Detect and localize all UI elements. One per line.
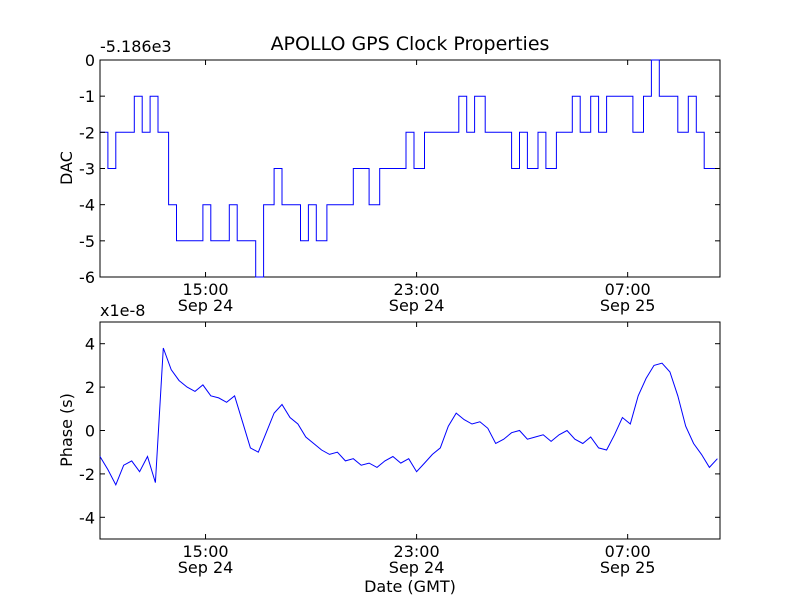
dac-xtick-time-label: 23:00 <box>394 280 440 299</box>
phase-xtick-date-label: Sep 25 <box>600 558 656 577</box>
phase-xtick-time-label: 07:00 <box>605 542 651 561</box>
phase-ytick-label: 2 <box>85 378 95 397</box>
dac-ytick-label: -5 <box>79 232 95 251</box>
dac-ytick-label: -4 <box>79 196 95 215</box>
dac-xtick-time-label: 07:00 <box>605 280 651 299</box>
phase-xtick-date-label: Sep 24 <box>178 558 234 577</box>
dac-ytick-label: -6 <box>79 268 95 287</box>
dac-series-line-0 <box>100 59 720 278</box>
phase-xtick-time-label: 23:00 <box>394 542 440 561</box>
phase-ylabel: Phase (s) <box>57 393 76 467</box>
phase-xtick-date-label: Sep 24 <box>389 558 445 577</box>
phase-offset-text: x1e-8 <box>100 301 145 320</box>
dac-plot-frame <box>99 59 721 278</box>
phase-axes: x1e-8 Phase (s) Date (GMT) 420-2-415:00S… <box>57 301 721 596</box>
phase-plot-frame <box>99 321 721 540</box>
dac-xtick-date-label: Sep 25 <box>600 296 656 315</box>
chart-title: APOLLO GPS Clock Properties <box>271 33 550 55</box>
dac-ylabel: DAC <box>57 151 76 185</box>
dac-ytick-label: -1 <box>79 87 95 106</box>
dac-xtick-date-label: Sep 24 <box>389 296 445 315</box>
phase-xlabel: Date (GMT) <box>364 577 456 596</box>
dac-xtick-time-label: 15:00 <box>182 280 228 299</box>
phase-ytick-label: 4 <box>85 335 95 354</box>
dac-xtick-date-label: Sep 24 <box>178 296 234 315</box>
phase-ytick-label: 0 <box>85 422 95 441</box>
phase-series-line-0 <box>99 347 718 486</box>
dac-ytick-label: -2 <box>79 123 95 142</box>
phase-ytick-label: -4 <box>79 508 95 527</box>
dac-offset-text: -5.186e3 <box>100 37 172 56</box>
dac-ytick-label: -3 <box>79 160 95 179</box>
phase-xtick-time-label: 15:00 <box>182 542 228 561</box>
phase-ytick-label: -2 <box>79 465 95 484</box>
dac-ytick-label: 0 <box>85 51 95 70</box>
